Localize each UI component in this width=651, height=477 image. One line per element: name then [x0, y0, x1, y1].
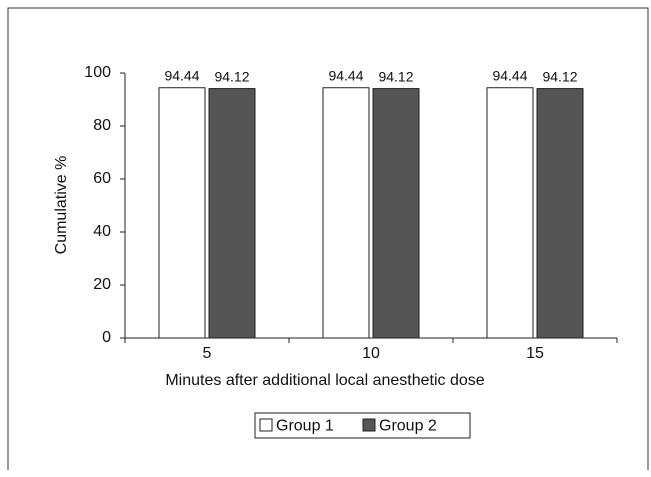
- x-tick-label: 10: [362, 345, 380, 362]
- legend-swatch: [259, 418, 273, 432]
- bar: [322, 87, 370, 339]
- bar: [208, 88, 256, 339]
- legend-label: Group 2: [379, 418, 437, 435]
- y-tick-label: 80: [93, 117, 111, 134]
- x-tick-label: 5: [203, 345, 212, 362]
- y-tick-label: 20: [93, 276, 111, 293]
- y-tick-label: 0: [102, 329, 111, 346]
- value-label: 94.44: [492, 67, 527, 83]
- bar: [372, 88, 420, 339]
- value-label: 94.44: [328, 67, 363, 83]
- bar: [536, 88, 584, 339]
- value-label: 94.12: [542, 68, 577, 84]
- legend-label: Group 1: [276, 418, 334, 435]
- y-tick-label: 100: [84, 64, 111, 81]
- value-label: 94.12: [214, 68, 249, 84]
- x-axis-label: Minutes after additional local anestheti…: [165, 372, 484, 389]
- y-tick-label: 60: [93, 170, 111, 187]
- x-tick-label: 15: [526, 345, 544, 362]
- frame: [7, 7, 649, 470]
- y-tick-label: 40: [93, 223, 111, 240]
- value-label: 94.12: [378, 68, 413, 84]
- bar: [486, 87, 534, 339]
- value-label: 94.44: [164, 67, 199, 83]
- legend-swatch: [362, 418, 376, 432]
- bar: [158, 87, 206, 339]
- y-axis-label: Cumulative %: [53, 156, 70, 255]
